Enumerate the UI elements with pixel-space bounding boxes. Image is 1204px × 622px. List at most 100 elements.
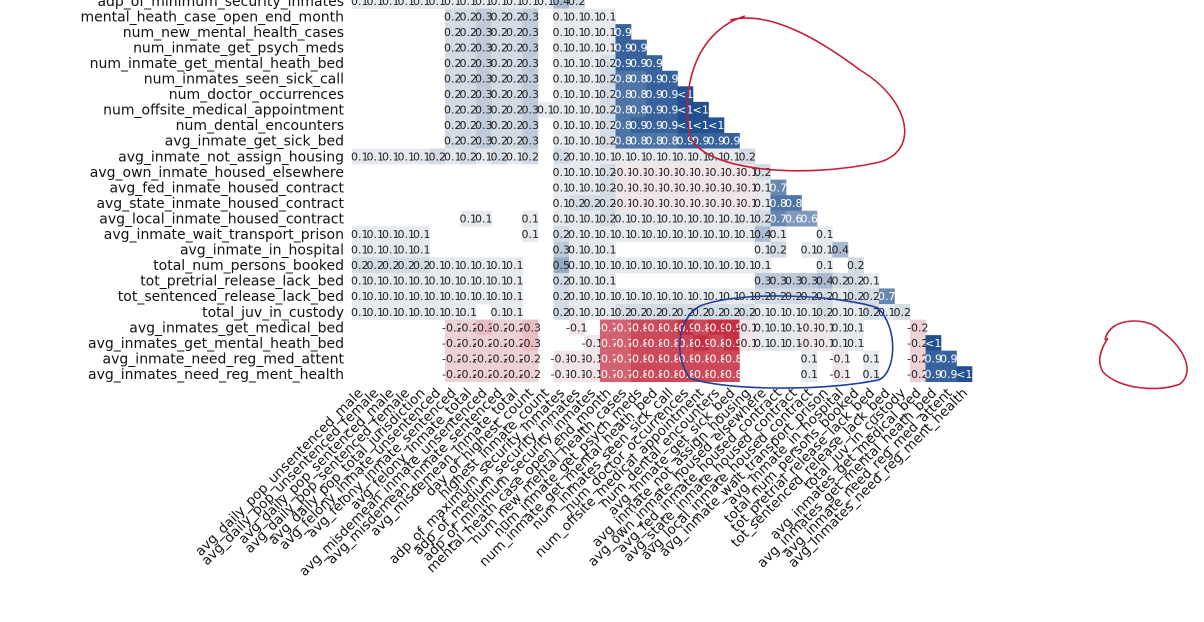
heatmap-cell — [553, 39, 570, 56]
cell-value: -0.1 — [659, 166, 680, 179]
heatmap-cell — [724, 195, 740, 211]
heatmap-cell — [615, 366, 632, 383]
cell-value: 0.3 — [522, 10, 540, 23]
heatmap-cell — [646, 226, 663, 243]
cell-value: -0.1 — [706, 181, 727, 194]
cell-value: 0.8 — [785, 197, 803, 210]
row-label: avg_inmates_need_reg_ment_health — [88, 367, 344, 383]
cell-value: 0.2 — [723, 306, 741, 319]
cell-value: 0.9 — [708, 135, 726, 148]
heatmap-cell — [507, 366, 523, 383]
heatmap-cell — [569, 350, 585, 367]
cell-value: 0.1 — [723, 228, 741, 241]
cell-value: 0.1 — [661, 290, 679, 303]
heatmap-cell — [476, 86, 492, 103]
cell-value: -0.7 — [613, 352, 634, 365]
heatmap-cell — [631, 132, 647, 149]
cell-value: 0.2 — [413, 259, 431, 272]
cell-value: 0.1 — [475, 0, 493, 8]
heatmap-cell — [724, 366, 740, 383]
cell-value: 0.1 — [630, 259, 648, 272]
heatmap-cell — [631, 101, 647, 118]
cell-value: 0.1 — [491, 259, 509, 272]
heatmap-cell — [739, 179, 756, 196]
heatmap-cell — [507, 117, 523, 134]
row-label: num_new_mental_health_cases — [123, 25, 344, 41]
heatmap-cell — [383, 0, 399, 9]
cell-value: 0.1 — [444, 150, 462, 163]
heatmap-cell — [584, 257, 601, 274]
cell-value: 0.1 — [785, 337, 803, 350]
cell-value: 0.1 — [708, 259, 726, 272]
cell-value: -0.1 — [628, 197, 649, 210]
cell-value: 0.1 — [723, 290, 741, 303]
cell-value: 0.2 — [460, 57, 478, 70]
cell-value: 0.2 — [847, 259, 865, 272]
heatmap-cell — [398, 226, 415, 243]
column-labels: avg_daily_pop_unsentenced_maleavg_daily_… — [192, 385, 971, 579]
heatmap-cell — [724, 304, 740, 320]
cell-value: 0.1 — [661, 150, 679, 163]
heatmap-cell — [445, 55, 461, 72]
heatmap-cell — [770, 304, 787, 320]
cell-value: 0.3 — [785, 275, 803, 288]
cell-value: 0.1 — [506, 275, 524, 288]
heatmap-cell — [584, 8, 601, 25]
cell-value: -0.2 — [504, 368, 525, 381]
heatmap-cell — [553, 164, 570, 180]
heatmap-cell — [491, 288, 508, 305]
cell-value: -0.1 — [690, 181, 711, 194]
cell-value: 0.3 — [553, 244, 571, 257]
heatmap-cell — [414, 272, 430, 289]
heatmap-cell — [863, 350, 880, 367]
heatmap-cell — [569, 117, 585, 134]
heatmap-cell — [662, 86, 678, 103]
heatmap-cell — [445, 24, 461, 40]
heatmap-cell — [724, 164, 740, 180]
heatmap-cell — [786, 272, 802, 289]
heatmap-cell — [615, 132, 632, 149]
cell-value: -0.2 — [458, 368, 479, 381]
cell-value: 0.1 — [522, 212, 540, 225]
cell-value: 0.1 — [460, 275, 478, 288]
cell-value: -0.8 — [721, 368, 742, 381]
cell-value: 0.1 — [599, 26, 617, 39]
heatmap-cell — [662, 179, 678, 196]
heatmap-cell — [476, 117, 492, 134]
heatmap-cell — [646, 366, 663, 383]
cell-value: 0.1 — [475, 150, 493, 163]
heatmap-cell — [491, 39, 508, 56]
heatmap-cell — [600, 55, 616, 72]
heatmap-cell — [646, 179, 663, 196]
heatmap-cell — [662, 210, 678, 227]
heatmap-cell — [631, 164, 647, 180]
cell-value: 0.1 — [522, 0, 540, 8]
cell-value: 0.2 — [444, 10, 462, 23]
heatmap-cell — [522, 39, 539, 56]
cell-value: 0.1 — [599, 290, 617, 303]
heatmap-cell — [600, 195, 616, 211]
heatmap-cell — [662, 195, 678, 211]
heatmap-cell — [569, 101, 585, 118]
heatmap-cell — [584, 179, 601, 196]
heatmap-cell — [600, 179, 616, 196]
cell-value: 0.8 — [630, 88, 648, 101]
heatmap-cell — [615, 101, 632, 118]
cell-value: 0.1 — [460, 306, 478, 319]
cell-value: 0.2 — [506, 57, 524, 70]
cell-value: 0.1 — [816, 228, 834, 241]
row-label: num_inmates_seen_sick_call — [144, 72, 344, 88]
cell-value: 0.2 — [460, 104, 478, 117]
cell-value: 0.2 — [460, 88, 478, 101]
heatmap-cell — [383, 257, 399, 274]
cell-value: 0.1 — [677, 212, 695, 225]
row-label: adp_of_minimum_security_inmates — [97, 0, 344, 10]
cell-value: -0.1 — [566, 321, 587, 334]
heatmap-cell — [476, 148, 492, 165]
cell-value: -0.1 — [706, 197, 727, 210]
heatmap-cell — [600, 24, 616, 40]
red-circle-top — [686, 15, 906, 172]
cell-value: 0.1 — [367, 275, 385, 288]
heatmap-cell — [662, 226, 678, 243]
cell-value: 0.1 — [584, 212, 602, 225]
